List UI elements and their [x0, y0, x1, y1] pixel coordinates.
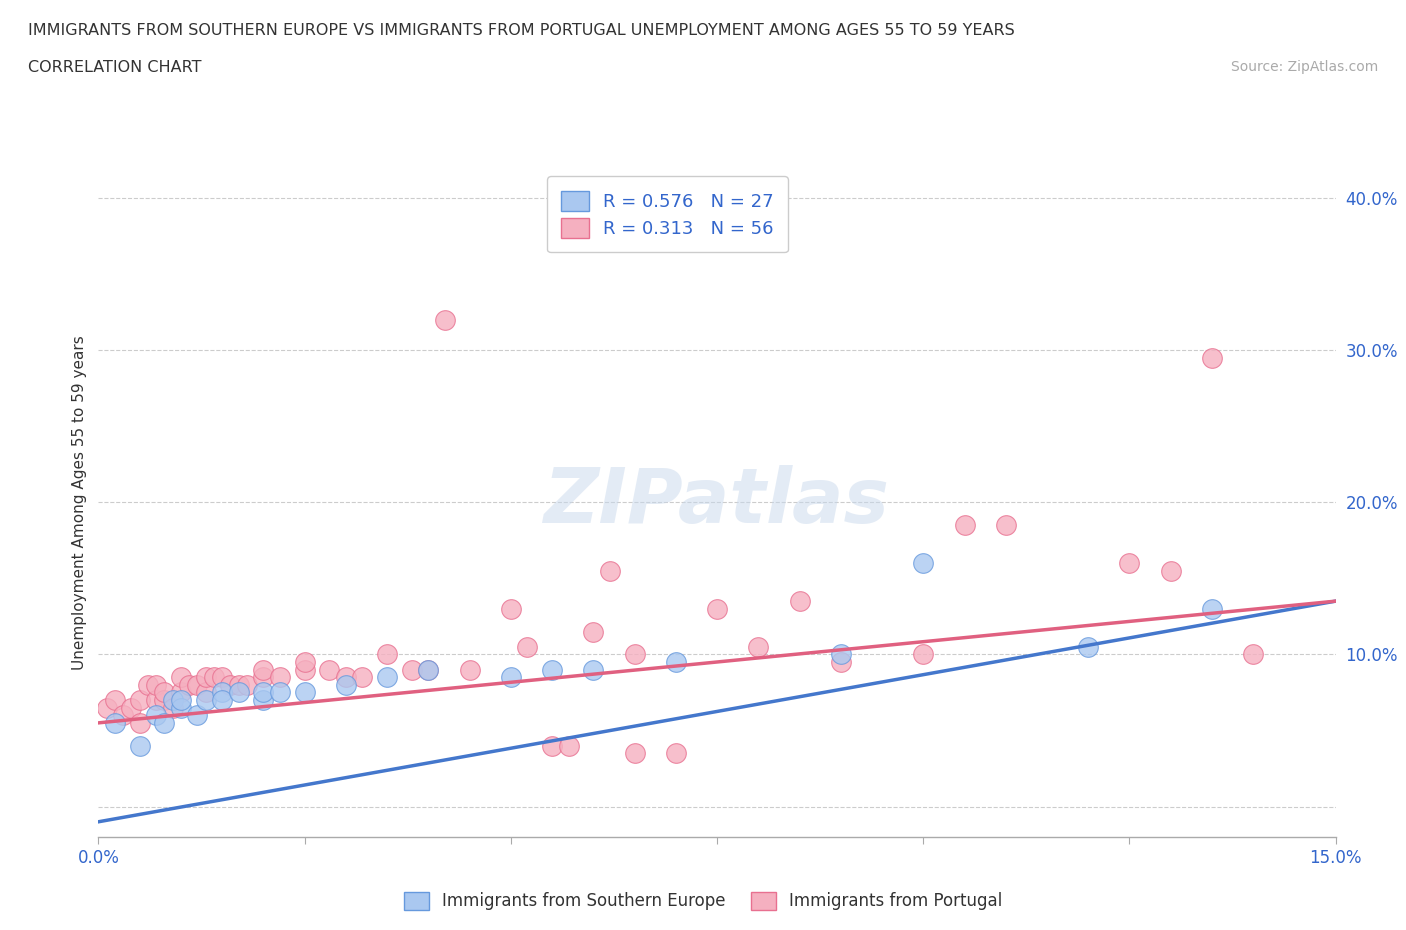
Point	[104, 693, 127, 708]
Point	[401, 662, 423, 677]
Point	[145, 708, 167, 723]
Point	[623, 746, 645, 761]
Point	[269, 670, 291, 684]
Point	[219, 677, 242, 692]
Point	[994, 518, 1017, 533]
Point	[145, 677, 167, 692]
Point	[170, 685, 193, 700]
Point	[912, 555, 935, 570]
Point	[747, 639, 769, 654]
Point	[375, 647, 398, 662]
Point	[599, 564, 621, 578]
Point	[1241, 647, 1264, 662]
Point	[953, 518, 976, 533]
Point	[789, 593, 811, 608]
Point	[252, 662, 274, 677]
Point	[1077, 639, 1099, 654]
Point	[458, 662, 481, 677]
Point	[228, 685, 250, 700]
Point	[186, 708, 208, 723]
Point	[418, 662, 440, 677]
Text: Source: ZipAtlas.com: Source: ZipAtlas.com	[1230, 60, 1378, 74]
Point	[104, 715, 127, 730]
Point	[499, 602, 522, 617]
Point	[830, 647, 852, 662]
Point	[830, 655, 852, 670]
Point	[541, 662, 564, 677]
Point	[294, 662, 316, 677]
Point	[236, 677, 259, 692]
Point	[136, 677, 159, 692]
Point	[294, 655, 316, 670]
Legend: Immigrants from Southern Europe, Immigrants from Portugal: Immigrants from Southern Europe, Immigra…	[396, 885, 1010, 917]
Point	[582, 624, 605, 639]
Point	[194, 693, 217, 708]
Point	[153, 685, 176, 700]
Point	[1118, 555, 1140, 570]
Point	[252, 685, 274, 700]
Point	[557, 738, 579, 753]
Point	[252, 693, 274, 708]
Point	[128, 738, 150, 753]
Point	[186, 677, 208, 692]
Text: CORRELATION CHART: CORRELATION CHART	[28, 60, 201, 75]
Point	[352, 670, 374, 684]
Point	[211, 693, 233, 708]
Point	[706, 602, 728, 617]
Point	[202, 670, 225, 684]
Point	[170, 670, 193, 684]
Point	[170, 700, 193, 715]
Point	[665, 746, 688, 761]
Point	[1201, 602, 1223, 617]
Point	[112, 708, 135, 723]
Point	[145, 693, 167, 708]
Point	[269, 685, 291, 700]
Point	[194, 685, 217, 700]
Point	[252, 670, 274, 684]
Point	[153, 693, 176, 708]
Point	[499, 670, 522, 684]
Point	[318, 662, 340, 677]
Point	[170, 693, 193, 708]
Point	[912, 647, 935, 662]
Legend: R = 0.576   N = 27, R = 0.313   N = 56: R = 0.576 N = 27, R = 0.313 N = 56	[547, 177, 789, 252]
Point	[96, 700, 118, 715]
Y-axis label: Unemployment Among Ages 55 to 59 years: Unemployment Among Ages 55 to 59 years	[72, 335, 87, 670]
Point	[665, 655, 688, 670]
Point	[335, 677, 357, 692]
Point	[294, 685, 316, 700]
Point	[623, 647, 645, 662]
Point	[582, 662, 605, 677]
Point	[153, 715, 176, 730]
Point	[211, 670, 233, 684]
Point	[179, 677, 201, 692]
Point	[162, 693, 184, 708]
Point	[162, 700, 184, 715]
Point	[418, 662, 440, 677]
Point	[120, 700, 142, 715]
Point	[335, 670, 357, 684]
Text: IMMIGRANTS FROM SOUTHERN EUROPE VS IMMIGRANTS FROM PORTUGAL UNEMPLOYMENT AMONG A: IMMIGRANTS FROM SOUTHERN EUROPE VS IMMIG…	[28, 23, 1015, 38]
Point	[541, 738, 564, 753]
Point	[128, 693, 150, 708]
Point	[433, 312, 456, 327]
Point	[375, 670, 398, 684]
Point	[1160, 564, 1182, 578]
Text: ZIPatlas: ZIPatlas	[544, 465, 890, 539]
Point	[228, 677, 250, 692]
Point	[211, 685, 233, 700]
Point	[128, 715, 150, 730]
Point	[194, 670, 217, 684]
Point	[1201, 351, 1223, 365]
Point	[516, 639, 538, 654]
